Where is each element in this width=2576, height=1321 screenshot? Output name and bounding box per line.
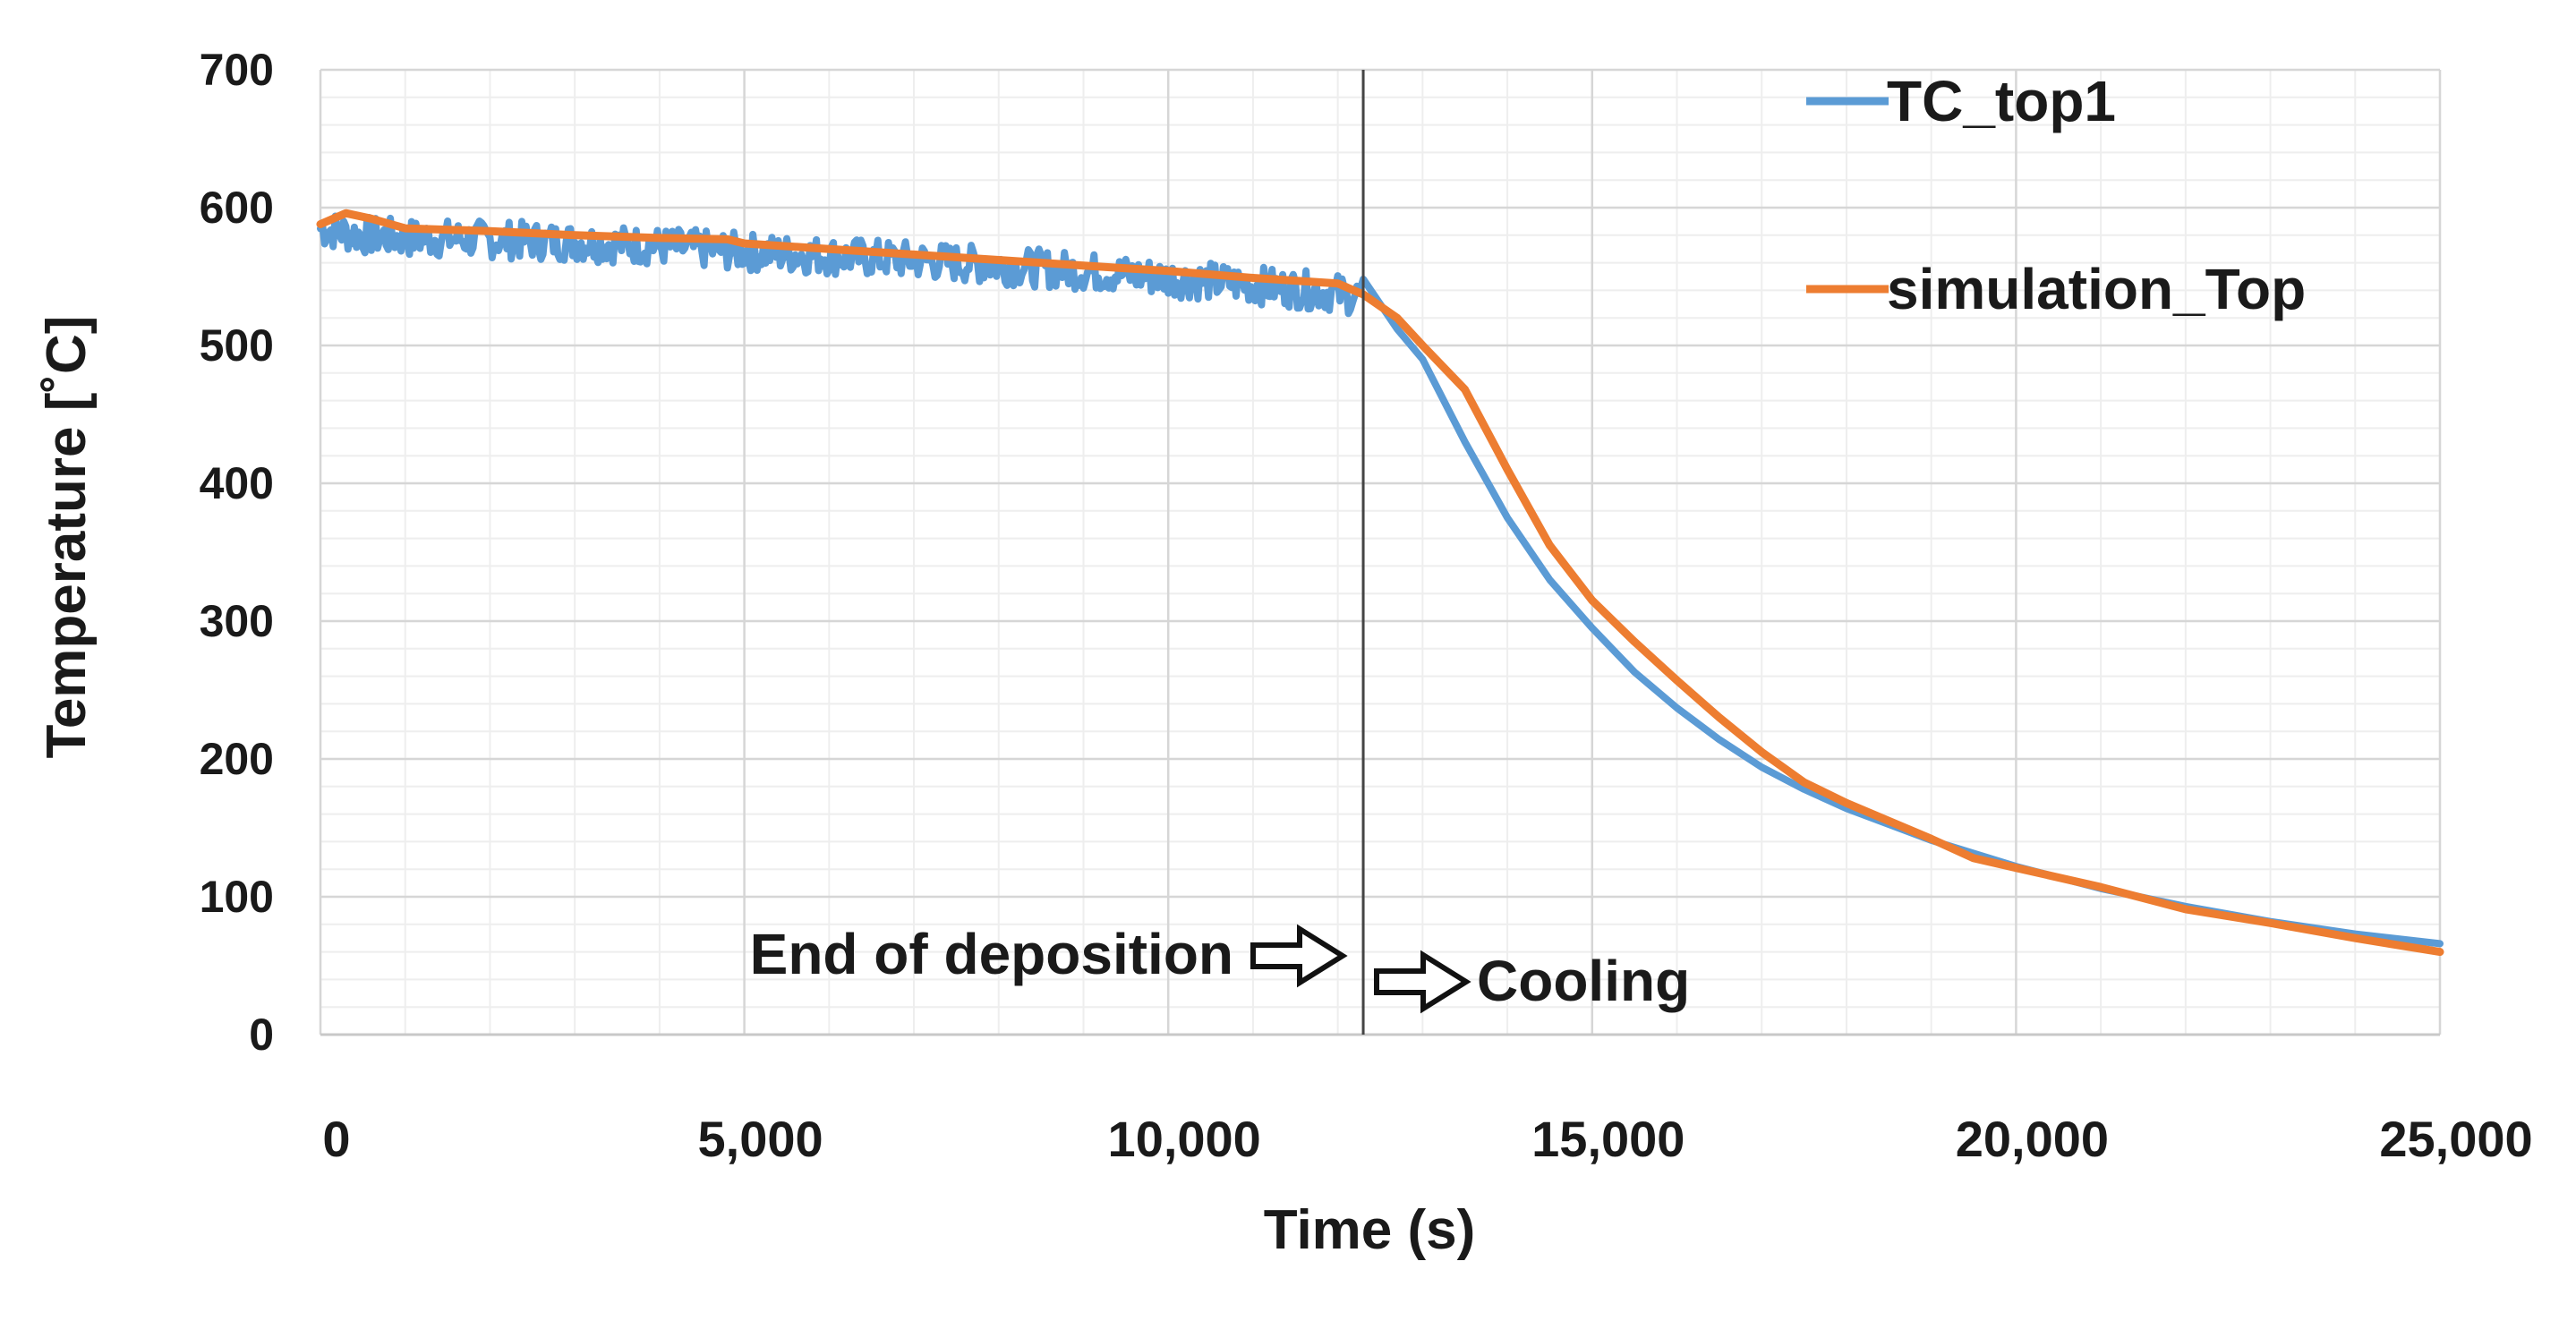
- y-tick-label: 300: [200, 596, 274, 646]
- legend: TC_top1 simulation_Top: [1806, 69, 2306, 321]
- x-tick-label: 15,000: [1531, 1111, 1685, 1167]
- y-tick-label: 600: [200, 183, 274, 233]
- series-layer: [316, 209, 2444, 957]
- annotation-cooling: Cooling: [1477, 949, 1690, 1013]
- y-tick-label: 200: [200, 734, 274, 784]
- y-tick-label: 500: [200, 320, 274, 371]
- right-arrow-icon: [1250, 924, 1348, 988]
- x-axis-title: Time (s): [1264, 1199, 1476, 1261]
- y-tick-label: 100: [200, 872, 274, 922]
- y-tick-labels: 0 100 200 300 400 500 600 700: [200, 45, 274, 1060]
- y-axis-title: Temperature [˚C]: [36, 316, 98, 759]
- series-line-simulation_Top: [316, 209, 2444, 957]
- y-tick-label: 400: [200, 458, 274, 508]
- x-tick-label: 20,000: [1956, 1111, 2109, 1167]
- y-tick-label: 700: [200, 45, 274, 95]
- right-arrow-icon: [1374, 950, 1471, 1014]
- legend-label: simulation_Top: [1887, 257, 2306, 321]
- series-line-TC_top1: [317, 212, 2444, 948]
- y-tick-label: 0: [249, 1010, 274, 1060]
- annotation-end-of-deposition: End of deposition: [750, 922, 1233, 986]
- annotations: End of deposition Cooling: [750, 922, 1690, 1014]
- legend-label: TC_top1: [1887, 69, 2116, 133]
- x-tick-label: 0: [322, 1111, 350, 1167]
- x-tick-label: 5,000: [698, 1111, 823, 1167]
- x-tick-label: 10,000: [1108, 1111, 1261, 1167]
- x-tick-label: 25,000: [2379, 1111, 2532, 1167]
- x-tick-labels: 0 5,000 10,000 15,000 20,000 25,000: [322, 1111, 2532, 1167]
